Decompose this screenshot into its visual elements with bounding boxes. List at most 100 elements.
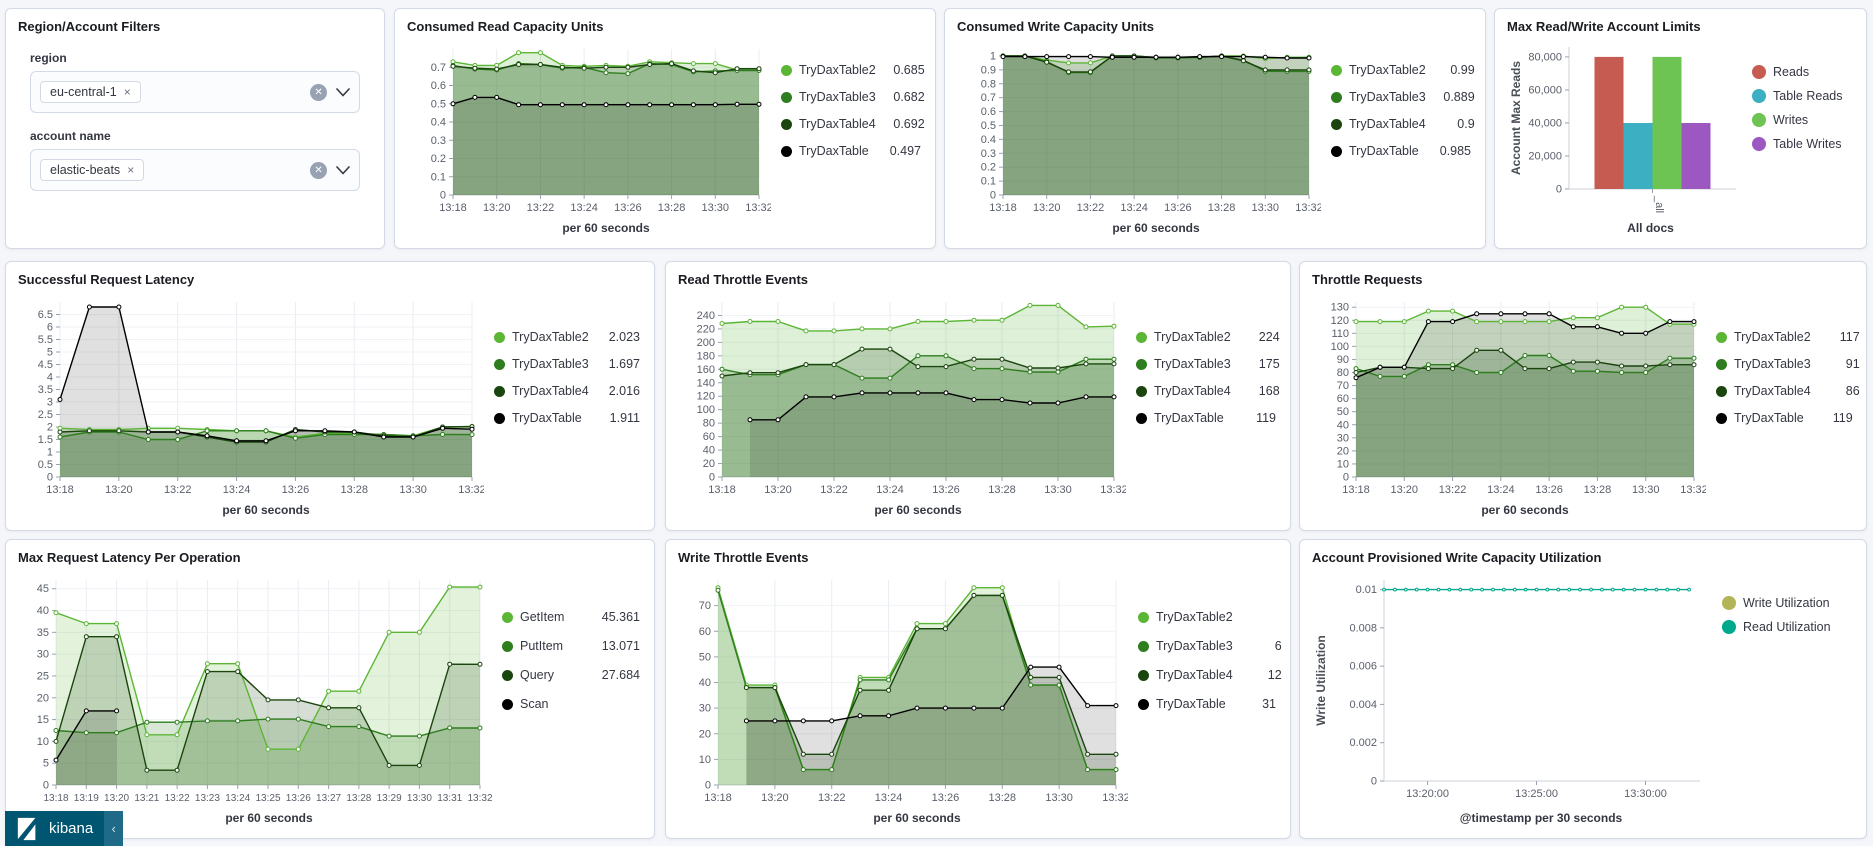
legend-item[interactable]: TryDaxTable 1.911 [494,411,640,425]
chart-legend: Write Utilization Read Utilization [1712,568,1854,829]
svg-text:13:30: 13:30 [399,484,427,496]
chart-canvas-write-capacity-utilization[interactable]: 0 0.002 0.004 0.006 0.008 0.01 13:20:00 13:25:0… [1312,568,1712,811]
legend-item[interactable]: TryDaxTable4 0.9 [1331,117,1475,131]
svg-text:13:22: 13:22 [1077,202,1105,214]
legend-color-dot [1331,145,1342,157]
legend-item[interactable]: Read Utilization [1722,620,1852,634]
svg-text:0: 0 [1371,776,1377,788]
chevron-down-icon[interactable] [336,165,350,175]
combo-clear-button[interactable]: ✕ [310,161,327,179]
legend-series-name: TryDaxTable4 [1154,384,1231,398]
legend-item[interactable]: GetItem 45.361 [502,610,640,624]
svg-text:6.5: 6.5 [38,309,53,321]
region-selected-pill[interactable]: eu-central-1 × [40,81,141,103]
legend-item[interactable]: TryDaxTable3 1.697 [494,357,640,371]
legend-series-name: TryDaxTable4 [1734,384,1811,398]
svg-text:140: 140 [697,377,715,389]
svg-text:13:28: 13:28 [1208,202,1236,214]
panel-title: Region/Account Filters [18,19,161,34]
legend-item[interactable]: TryDaxTable4 0.692 [781,117,925,131]
legend-item[interactable]: TryDaxTable3 91 [1716,357,1860,371]
svg-text:13:28: 13:28 [989,792,1017,804]
account-name-combobox[interactable]: elastic-beats × ✕ [30,149,360,191]
combo-clear-button[interactable]: ✕ [310,83,327,101]
legend-item[interactable]: Scan [502,697,640,711]
legend-item[interactable]: TryDaxTable2 0.685 [781,63,925,77]
svg-text:13:26: 13:26 [1164,202,1192,214]
chart-canvas-write-throttle-events[interactable]: 0 10 20 30 40 50 60 70 13:18 13:20 13:22 13:24 13:26… [678,568,1128,811]
legend-item[interactable]: PutItem 13.071 [502,639,640,653]
legend-item[interactable]: TryDaxTable 119 [1136,411,1276,425]
legend-color-dot [494,358,505,370]
svg-text:220: 220 [697,323,715,335]
legend-item[interactable]: TryDaxTable 119 [1716,411,1853,425]
legend-series-name: TryDaxTable3 [1154,357,1231,371]
svg-text:13:32: 13:32 [1100,484,1126,496]
svg-text:20,000: 20,000 [1528,150,1562,162]
legend-series-name: TryDaxTable [799,144,869,158]
legend-item[interactable]: TryDaxTable3 6 [1138,639,1282,653]
legend-item[interactable]: TryDaxTable3 0.889 [1331,90,1475,104]
legend-item[interactable]: Reads [1752,65,1852,79]
svg-text:13:26: 13:26 [932,484,960,496]
chevron-down-icon[interactable] [336,87,350,97]
legend-item[interactable]: TryDaxTable4 168 [1136,384,1280,398]
chart-canvas-consumed-read[interactable]: 0 0.1 0.2 0.3 0.4 0.5 0.6 0.7 13:18 13:20 13:22 13:… [407,37,771,221]
legend-item[interactable]: Table Reads [1752,89,1852,103]
chart-canvas-max-limits[interactable]: 0 20,000 40,000 60,000 80,000 _all Account Max… [1507,37,1742,221]
account-selected-pill[interactable]: elastic-beats × [40,159,145,181]
legend-series-name: GetItem [520,610,565,624]
svg-text:0: 0 [1556,184,1562,196]
legend-series-value: 1.911 [609,411,640,425]
legend-item[interactable]: TryDaxTable 0.497 [781,144,921,158]
legend-series-name: Scan [520,697,549,711]
svg-text:13:22: 13:22 [164,484,192,496]
chart-canvas-max-request-latency[interactable]: 0 5 10 15 20 25 30 35 40 45 13:18 13:19 13:20 13:21 13… [18,568,492,811]
legend-item[interactable]: TryDaxTable 31 [1138,697,1276,711]
legend-item[interactable]: TryDaxTable2 [1138,610,1276,624]
legend-item[interactable]: Write Utilization [1722,596,1852,610]
legend-item[interactable]: TryDaxTable3 175 [1136,357,1280,371]
remove-pill-icon[interactable]: × [123,85,131,99]
svg-text:10: 10 [1337,458,1349,470]
svg-text:0: 0 [47,472,53,484]
legend-item[interactable]: TryDaxTable2 117 [1716,330,1860,344]
legend-item[interactable]: Table Writes [1752,137,1852,151]
legend-item[interactable]: TryDaxTable 0.985 [1331,144,1471,158]
nav-collapse-button[interactable]: ‹ [104,811,124,846]
legend-item[interactable]: TryDaxTable4 86 [1716,384,1860,398]
panel-title: Read Throttle Events [678,272,809,287]
legend-item[interactable]: TryDaxTable2 2.023 [494,330,640,344]
legend-item[interactable]: TryDaxTable2 224 [1136,330,1280,344]
legend-item[interactable]: TryDaxTable4 12 [1138,668,1282,682]
svg-text:3: 3 [47,397,53,409]
legend-item[interactable]: TryDaxTable4 2.016 [494,384,640,398]
legend-item[interactable]: TryDaxTable3 0.682 [781,90,925,104]
x-axis-label: per 60 seconds [222,503,310,517]
legend-color-dot [1752,137,1766,151]
chart-canvas-consumed-write[interactable]: 0 0.1 0.2 0.3 0.4 0.5 0.6 0.7 0.8 0.9 1 13:18 13:20 1… [957,37,1321,221]
legend-series-value: 117 [1839,330,1860,344]
legend-series-name: TryDaxTable [512,411,582,425]
kibana-logo-icon [17,817,36,840]
svg-text:13:30: 13:30 [1252,202,1280,214]
svg-text:13:30: 13:30 [702,202,730,214]
svg-text:13:22: 13:22 [1439,484,1467,496]
legend-color-dot [781,91,792,103]
legend-series-value: 0.682 [893,90,925,104]
svg-text:0: 0 [709,472,715,484]
kibana-home-link[interactable]: kibana [5,811,105,846]
region-combobox[interactable]: eu-central-1 × ✕ [30,71,360,113]
legend-series-name: TryDaxTable2 [1154,330,1231,344]
svg-text:200: 200 [697,337,715,349]
legend-item[interactable]: Writes [1752,113,1852,127]
svg-text:90: 90 [1337,354,1349,366]
chart-canvas-successful-request-latency[interactable]: 00.511.522.533.544.555.566.5 13:18 13:20 13… [18,290,484,503]
remove-pill-icon[interactable]: × [127,163,135,177]
legend-item[interactable]: TryDaxTable2 0.99 [1331,63,1475,77]
svg-text:5: 5 [47,347,53,359]
svg-text:13:30: 13:30 [1044,484,1072,496]
legend-item[interactable]: Query 27.684 [502,668,640,682]
